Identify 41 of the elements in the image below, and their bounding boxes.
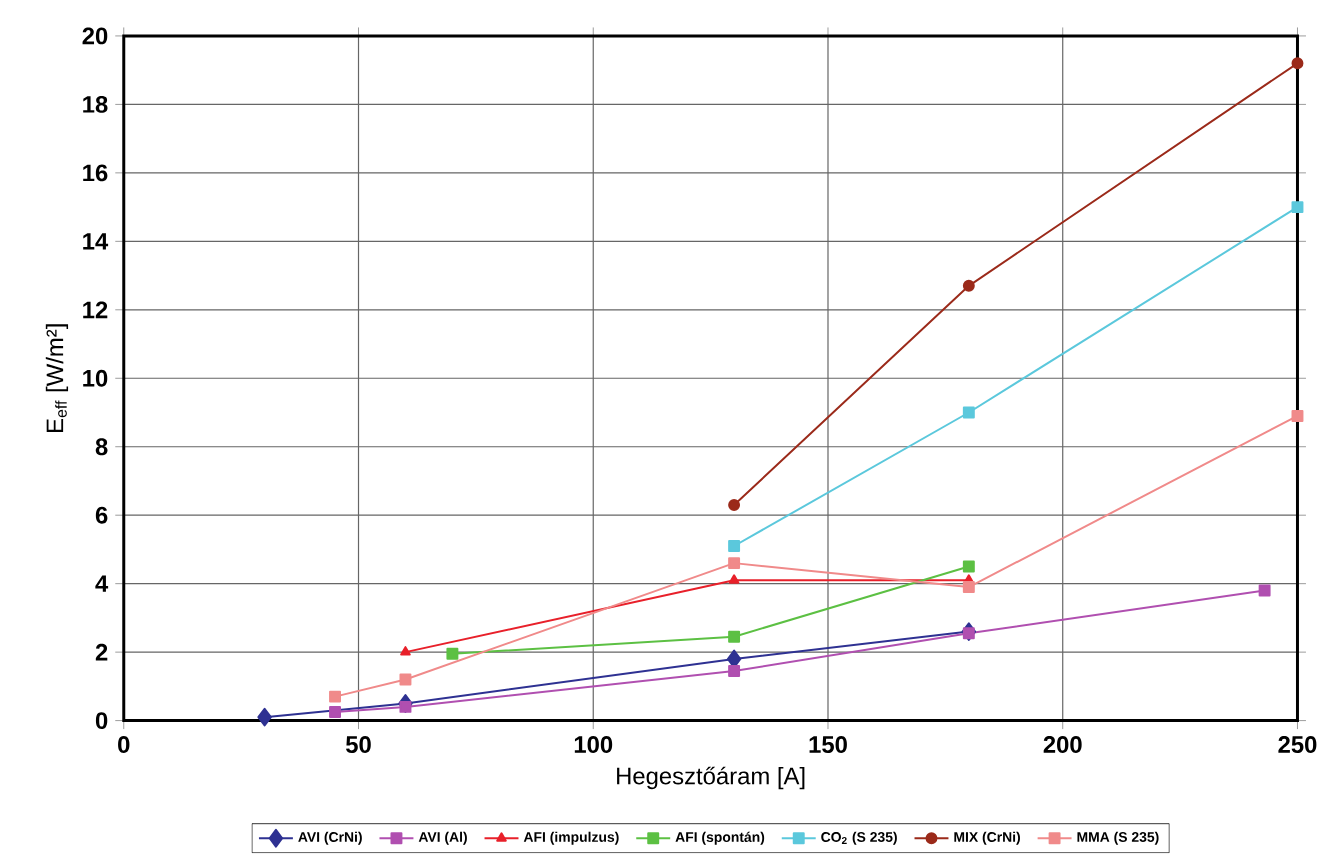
y-tick-label: 14 <box>83 233 109 250</box>
point <box>329 706 342 719</box>
x-tick-label: 0 <box>118 736 130 754</box>
point <box>962 560 975 573</box>
point <box>446 648 459 661</box>
point <box>728 499 741 512</box>
point <box>400 646 411 657</box>
point <box>399 701 412 714</box>
point <box>728 557 741 570</box>
point <box>257 708 272 727</box>
point <box>1291 201 1304 214</box>
y-tick-label: 12 <box>83 301 108 319</box>
point <box>399 673 412 686</box>
point <box>962 627 975 640</box>
x-tick-label: 250 <box>1278 736 1317 754</box>
x-tick-label: 50 <box>345 736 371 754</box>
point <box>728 540 741 553</box>
y-axis-title: E$_{eff}$ [W/m²] <box>45 324 69 433</box>
y-tick-label: 16 <box>83 164 108 182</box>
y-tick-label: 8 <box>95 438 108 456</box>
x-axis-title: Hegesztőáram [A] <box>617 767 805 790</box>
point <box>1291 57 1304 70</box>
x-tick-label: 100 <box>574 736 613 754</box>
point <box>728 574 740 585</box>
x-tick-label: 150 <box>809 736 847 754</box>
point <box>962 406 975 419</box>
y-tick-label: 2 <box>95 644 108 661</box>
y-tick-label: 10 <box>83 370 108 388</box>
point <box>962 280 975 293</box>
point <box>962 581 975 594</box>
point <box>1291 410 1304 423</box>
y-tick-label: 20 <box>82 27 108 45</box>
y-tick-label: 6 <box>95 507 108 525</box>
y-tick-label: 4 <box>95 575 109 593</box>
point <box>728 665 741 678</box>
point <box>329 691 342 704</box>
point <box>728 631 741 644</box>
point <box>1258 584 1271 597</box>
y-tick-label: 18 <box>83 96 108 114</box>
y-tick-label: 0 <box>95 712 108 730</box>
x-tick-label: 200 <box>1043 736 1082 754</box>
